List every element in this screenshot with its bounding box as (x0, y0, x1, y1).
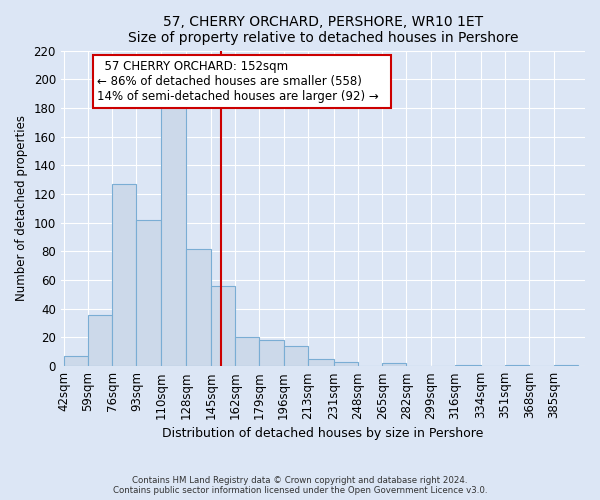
Bar (554, 364, 578, 366)
Bar (211, 286, 235, 366)
Bar (112, 184, 136, 366)
Bar (88, 314, 112, 366)
Bar (334, 362, 358, 366)
Bar (161, 106, 187, 366)
Bar (187, 248, 211, 366)
Text: Contains HM Land Registry data © Crown copyright and database right 2024.
Contai: Contains HM Land Registry data © Crown c… (113, 476, 487, 495)
Bar (308, 359, 334, 366)
Bar (284, 346, 308, 366)
Bar (455, 364, 481, 366)
Bar (235, 338, 259, 366)
Bar (382, 364, 406, 366)
X-axis label: Distribution of detached houses by size in Pershore: Distribution of detached houses by size … (162, 427, 484, 440)
Title: 57, CHERRY ORCHARD, PERSHORE, WR10 1ET
Size of property relative to detached hou: 57, CHERRY ORCHARD, PERSHORE, WR10 1ET S… (128, 15, 518, 45)
Bar (505, 364, 529, 366)
Bar (64, 356, 88, 366)
Bar (136, 220, 161, 366)
Text: 57 CHERRY ORCHARD: 152sqm
← 86% of detached houses are smaller (558)
14% of semi: 57 CHERRY ORCHARD: 152sqm ← 86% of detac… (97, 60, 387, 103)
Y-axis label: Number of detached properties: Number of detached properties (15, 116, 28, 302)
Bar (259, 340, 284, 366)
